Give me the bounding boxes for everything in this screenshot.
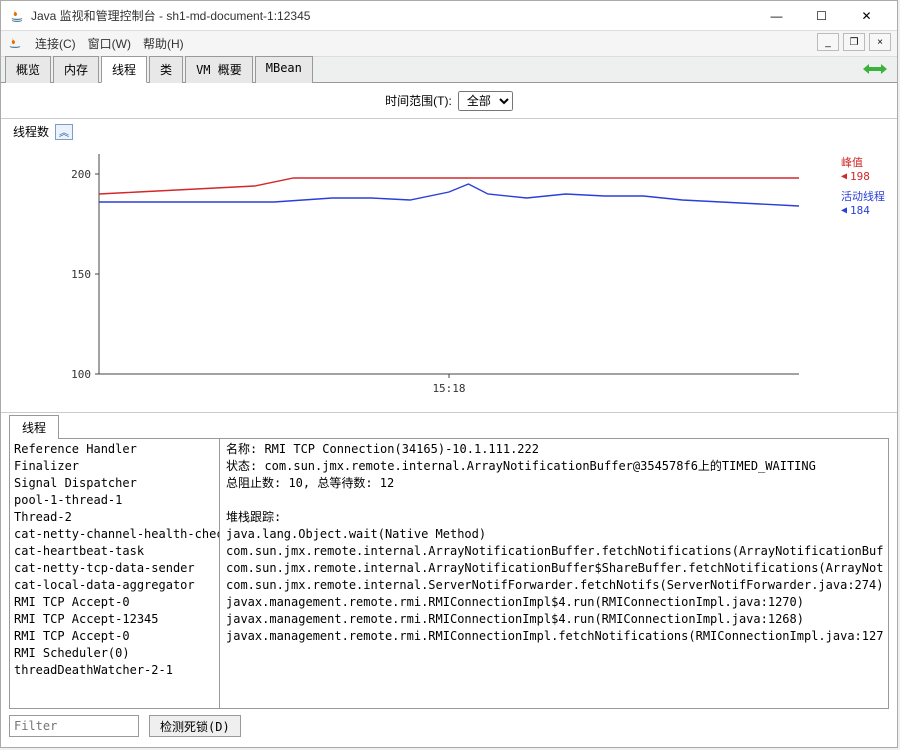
tab-线程[interactable]: 线程 [101,56,147,83]
time-range-label: 时间范围(T): [385,92,452,109]
menu-help[interactable]: 帮助(H) [143,35,184,52]
thread-list-item[interactable]: Reference Handler [10,441,219,458]
inner-close-button[interactable]: × [869,33,891,51]
minimize-button[interactable]: — [754,2,799,30]
main-window: Java 监视和管理控制台 - sh1-md-document-1:12345 … [0,0,898,748]
window-controls: — ☐ ✕ [754,2,889,30]
chart-title: 线程数 [13,123,49,140]
menu-window[interactable]: 窗口(W) [88,35,131,52]
thread-list-item[interactable]: threadDeathWatcher-2-1 [10,662,219,679]
legend-peak-value: 198 [850,170,870,184]
inner-restore-button[interactable]: ❐ [843,33,865,51]
chart-section: 线程数 ︽ 10015020015:18 峰值 ◀198 活动线程 ◀184 [1,119,897,413]
thread-list-item[interactable]: cat-netty-tcp-data-sender [10,560,219,577]
thread-list-item[interactable]: RMI TCP Accept-0 [10,594,219,611]
tab-概览[interactable]: 概览 [5,56,51,83]
thread-list-item[interactable]: Finalizer [10,458,219,475]
chart-collapse-button[interactable]: ︽ [55,124,73,140]
thread-list-item[interactable]: Thread-2 [10,509,219,526]
thread-list-item[interactable]: cat-netty-channel-health-check [10,526,219,543]
filter-input[interactable] [9,715,139,737]
thread-list-item[interactable]: RMI Scheduler(0) [10,645,219,662]
thread-list[interactable]: Reference HandlerFinalizerSignal Dispatc… [10,439,220,708]
thread-list-item[interactable]: pool-1-thread-1 [10,492,219,509]
tab-内存[interactable]: 内存 [53,56,99,83]
thread-list-item[interactable]: RMI TCP Accept-0 [10,628,219,645]
close-button[interactable]: ✕ [844,2,889,30]
legend-live-value: 184 [850,204,870,218]
thread-chart: 100 150 200 15:18 [13,144,885,404]
inner-minimize-button[interactable]: _ [817,33,839,51]
inner-window-controls: _ ❐ × [817,33,891,51]
chart-header: 线程数 ︽ [13,123,885,140]
java-icon [7,36,23,52]
triangle-icon: ◀ [841,170,847,184]
chart-legend: 峰值 ◀198 活动线程 ◀184 [841,156,885,218]
svg-text:150: 150 [71,268,91,281]
java-icon [9,8,25,24]
svg-text:200: 200 [71,168,91,181]
svg-text:15:18: 15:18 [432,382,465,395]
lower-tabbar: 线程 [9,417,889,439]
tab-threads[interactable]: 线程 [9,415,59,439]
window-title: Java 监视和管理控制台 - sh1-md-document-1:12345 [31,7,754,24]
menubar: 连接(C) 窗口(W) 帮助(H) _ ❐ × [1,31,897,57]
connection-status-icon [863,61,887,77]
lower-panel: 线程 Reference HandlerFinalizerSignal Disp… [1,413,897,747]
maximize-button[interactable]: ☐ [799,2,844,30]
thread-list-item[interactable]: cat-heartbeat-task [10,543,219,560]
legend-peak-label: 峰值 [841,156,863,170]
svg-text:100: 100 [71,368,91,381]
triangle-icon: ◀ [841,204,847,218]
bottom-bar: 检测死锁(D) [9,709,889,739]
legend-live-label: 活动线程 [841,190,885,204]
titlebar: Java 监视和管理控制台 - sh1-md-document-1:12345 … [1,1,897,31]
menu-connect[interactable]: 连接(C) [35,35,76,52]
tab-类[interactable]: 类 [149,56,183,83]
split-pane: Reference HandlerFinalizerSignal Dispatc… [9,439,889,709]
tab-MBean[interactable]: MBean [255,56,313,83]
time-range-row: 时间范围(T): 全部 [1,83,897,119]
tab-VM 概要[interactable]: VM 概要 [185,56,253,83]
thread-detail: 名称: RMI TCP Connection(34165)-10.1.111.2… [220,439,888,708]
detect-deadlock-button[interactable]: 检测死锁(D) [149,715,241,737]
thread-list-item[interactable]: cat-local-data-aggregator [10,577,219,594]
thread-list-item[interactable]: RMI TCP Accept-12345 [10,611,219,628]
chart-area: 10015020015:18 峰值 ◀198 活动线程 ◀184 [13,144,885,404]
main-tabbar: 概览内存线程类VM 概要MBean [1,57,897,83]
time-range-select[interactable]: 全部 [458,91,513,111]
thread-list-item[interactable]: Signal Dispatcher [10,475,219,492]
content-area: 时间范围(T): 全部 线程数 ︽ 10015020015:18 峰值 ◀198… [1,83,897,747]
